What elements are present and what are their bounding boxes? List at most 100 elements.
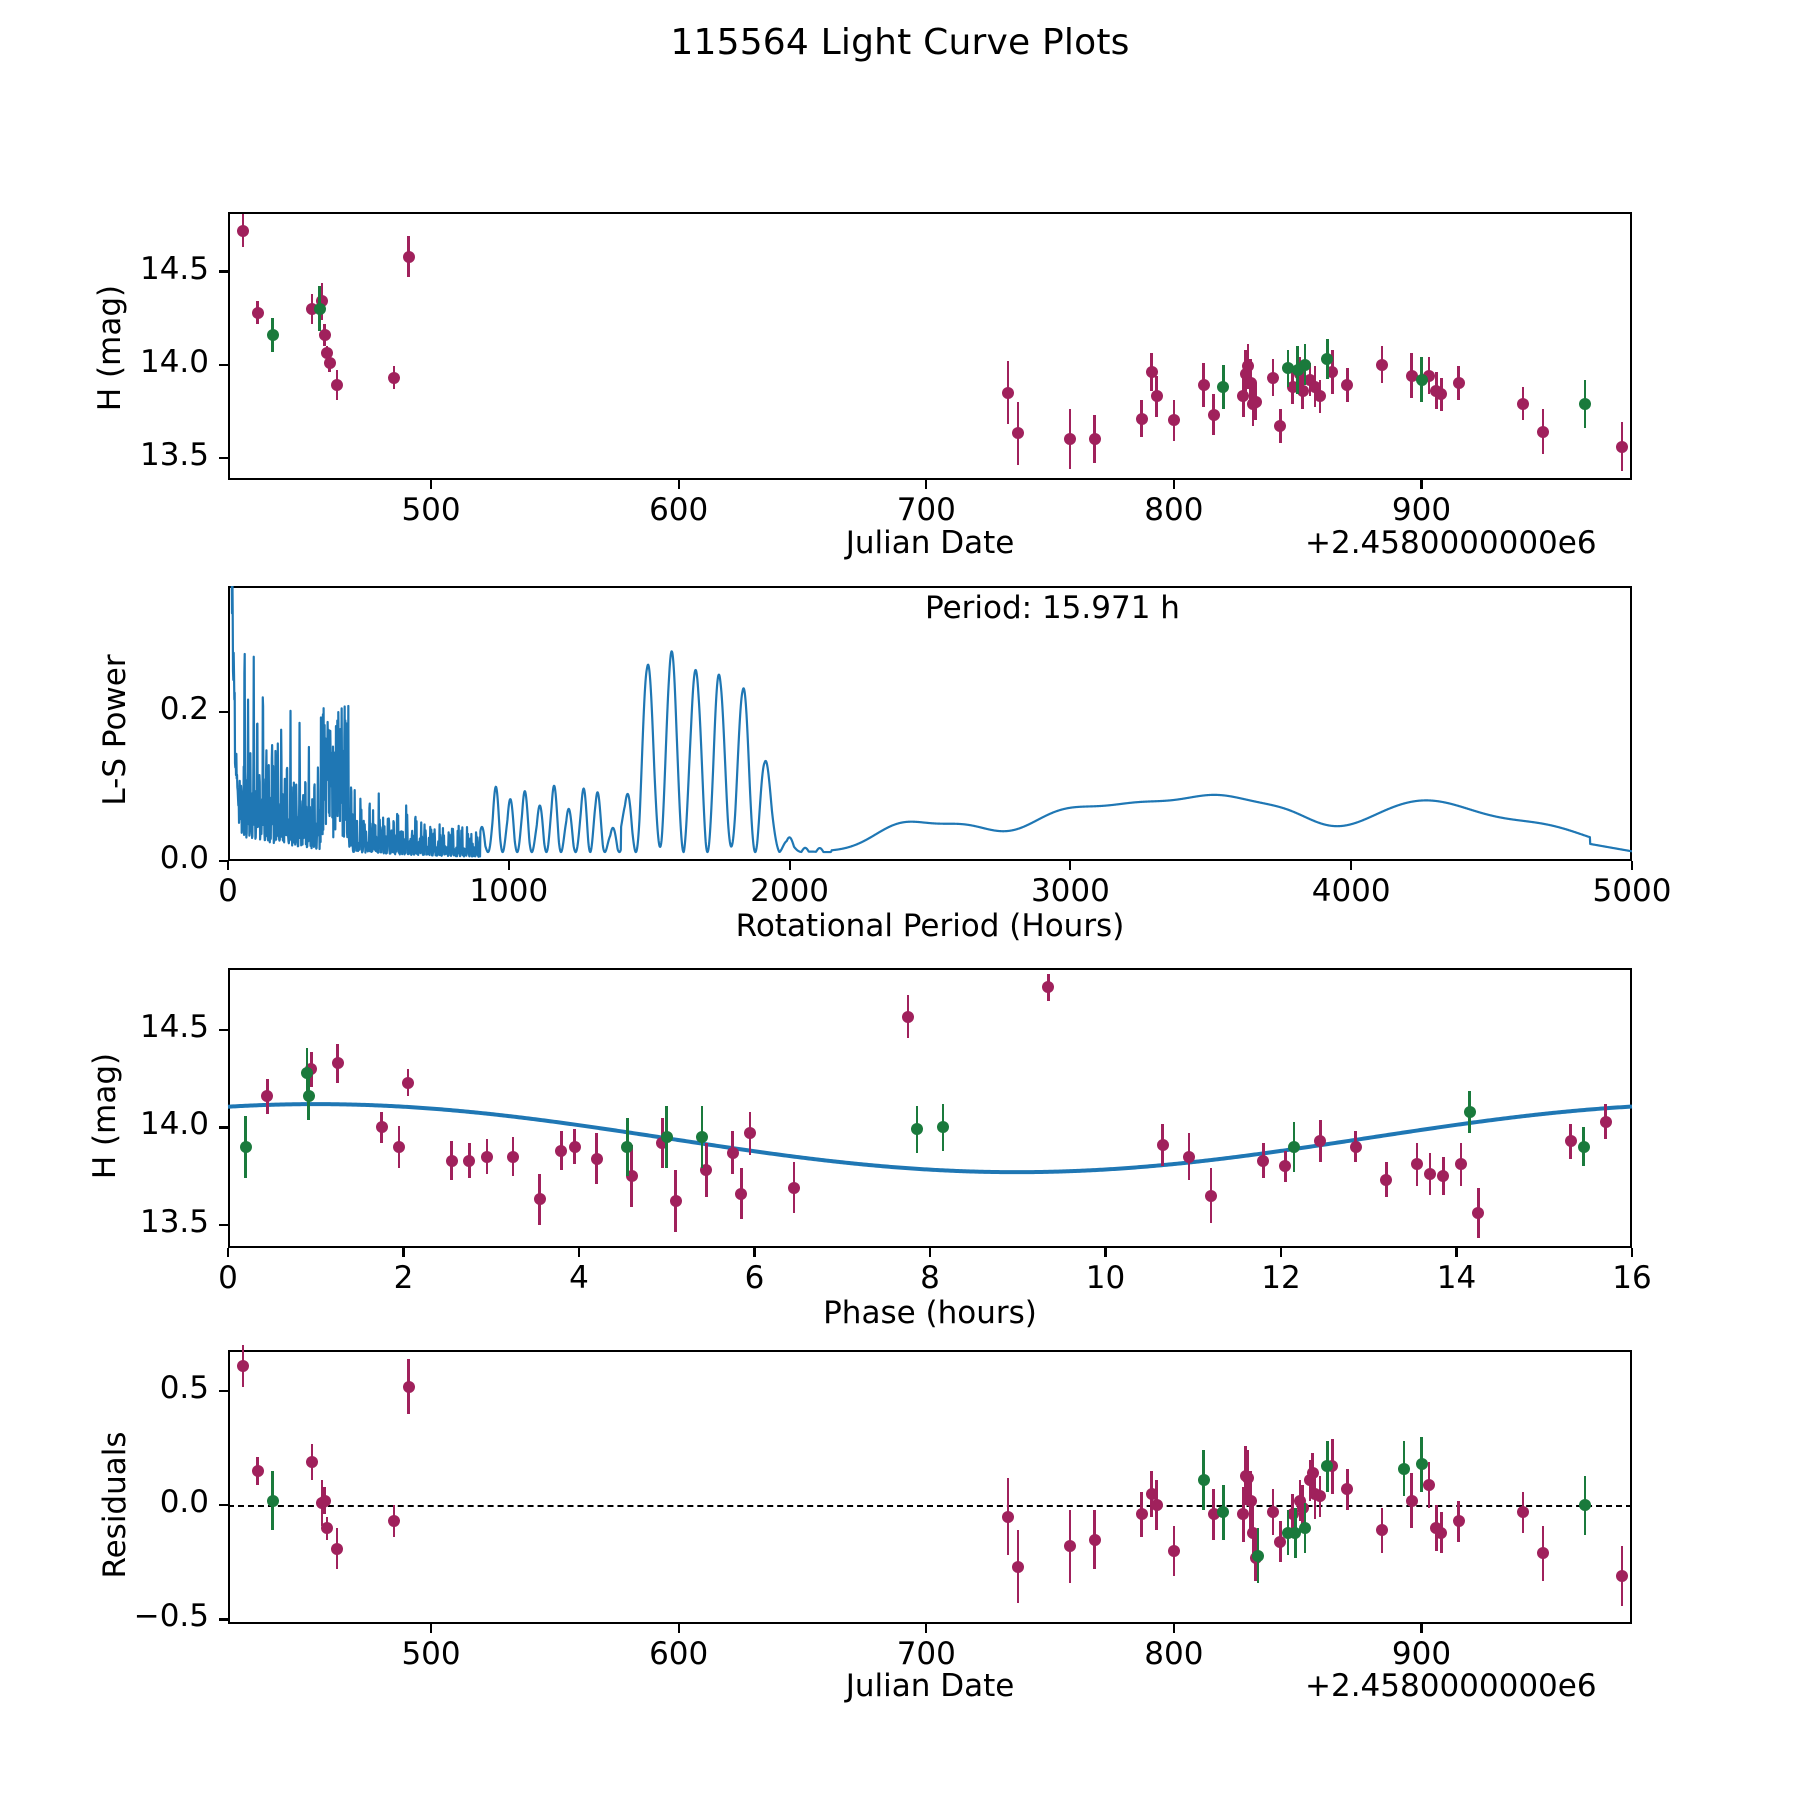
- x-tick-mark: [1420, 480, 1423, 489]
- y-tick-label: 0.0: [159, 1484, 209, 1521]
- y-tick-mark: [219, 1223, 228, 1226]
- data-point: [902, 1010, 915, 1023]
- data-point: [1309, 380, 1322, 393]
- figure-title: 115564 Light Curve Plots: [670, 22, 1130, 63]
- y-tick-label: 14.5: [139, 1009, 209, 1046]
- periodogram-xlabel: Rotational Period (Hours): [735, 908, 1125, 944]
- data-point: [1299, 358, 1312, 371]
- data-point: [1536, 1547, 1549, 1560]
- period-annotation: Period: 15.971 h: [925, 590, 1180, 626]
- data-point: [1197, 1474, 1210, 1487]
- data-point: [239, 1140, 252, 1153]
- x-tick-label: 1000: [469, 873, 549, 909]
- data-point: [1435, 1526, 1448, 1539]
- x-tick-mark: [1172, 1624, 1175, 1633]
- x-tick-label: 6: [744, 1260, 765, 1296]
- data-point: [1435, 388, 1448, 401]
- lightcurve-axes-frame: [228, 212, 1632, 480]
- y-tick-mark: [219, 1618, 228, 1621]
- data-point: [236, 1359, 249, 1372]
- data-point: [1167, 414, 1180, 427]
- data-point: [1321, 353, 1334, 366]
- data-point: [1145, 366, 1158, 379]
- x-tick-label: 500: [401, 492, 461, 528]
- data-point: [1415, 1458, 1428, 1471]
- y-tick-mark: [219, 1504, 228, 1507]
- x-tick-mark: [429, 1624, 433, 1633]
- x-tick-mark: [226, 1248, 230, 1257]
- data-point: [330, 379, 343, 392]
- residuals-x-offset: +2.4580000000e6: [1305, 1668, 1597, 1704]
- data-point: [402, 1380, 415, 1393]
- data-point: [1274, 1535, 1287, 1548]
- data-point: [787, 1181, 800, 1194]
- data-point: [251, 1465, 264, 1478]
- data-point: [1454, 1158, 1467, 1171]
- x-tick-label: 12: [1261, 1260, 1301, 1296]
- data-point: [568, 1140, 581, 1153]
- x-tick-mark: [928, 1248, 932, 1257]
- data-point: [1306, 1467, 1319, 1480]
- data-point: [1424, 1168, 1437, 1181]
- data-point: [669, 1195, 682, 1208]
- x-tick-label: 4: [569, 1260, 589, 1296]
- data-point: [321, 1522, 334, 1535]
- data-point: [480, 1150, 493, 1163]
- data-point: [1577, 1140, 1590, 1153]
- data-point: [1237, 1508, 1250, 1521]
- x-tick-mark: [429, 480, 433, 489]
- data-point: [1249, 395, 1262, 408]
- data-point: [1463, 1105, 1476, 1118]
- x-tick-label: 800: [1144, 1636, 1204, 1672]
- x-tick-mark: [677, 480, 680, 489]
- x-tick-mark: [507, 861, 510, 870]
- data-point: [660, 1131, 673, 1144]
- data-point: [726, 1146, 739, 1159]
- data-point: [1063, 433, 1076, 446]
- data-point: [1299, 1522, 1312, 1535]
- data-point: [463, 1154, 476, 1167]
- data-point: [1088, 1533, 1101, 1546]
- data-point: [266, 1494, 279, 1507]
- x-tick-label: 900: [1391, 1636, 1452, 1672]
- x-tick-label: 2000: [750, 873, 830, 909]
- x-tick-mark: [577, 1248, 581, 1257]
- data-point: [1517, 397, 1530, 410]
- x-tick-mark: [677, 1624, 680, 1633]
- data-point: [1217, 380, 1230, 393]
- y-tick-label: 0.2: [159, 691, 209, 728]
- data-point: [1257, 1154, 1270, 1167]
- data-point: [1599, 1115, 1612, 1128]
- data-point: [1405, 369, 1418, 382]
- y-tick-mark: [219, 1029, 228, 1032]
- x-tick-label: 0: [218, 873, 238, 909]
- data-point: [910, 1123, 923, 1136]
- phase-plot-area: [228, 968, 1632, 1248]
- data-point: [1326, 366, 1339, 379]
- data-point: [1286, 380, 1299, 393]
- data-point: [1578, 1499, 1591, 1512]
- data-point: [1135, 412, 1148, 425]
- data-point: [1415, 373, 1428, 386]
- x-tick-label: 3000: [1030, 873, 1110, 909]
- data-point: [318, 328, 331, 341]
- data-point: [555, 1144, 568, 1157]
- data-point: [1002, 386, 1014, 399]
- data-point: [1274, 420, 1287, 433]
- data-point: [1314, 1490, 1326, 1503]
- data-point: [1314, 390, 1326, 403]
- y-tick-label: 14.5: [139, 250, 209, 287]
- x-tick-mark: [753, 1248, 756, 1257]
- data-point: [1135, 1508, 1148, 1521]
- x-tick-label: 10: [1085, 1260, 1126, 1296]
- data-point: [1405, 1494, 1418, 1507]
- data-point: [1452, 1515, 1465, 1528]
- data-point: [1349, 1140, 1362, 1153]
- data-point: [402, 250, 415, 263]
- x-tick-mark: [1069, 861, 1072, 870]
- data-point: [1375, 358, 1388, 371]
- data-point: [1002, 1510, 1014, 1523]
- data-point: [1279, 1160, 1292, 1173]
- data-point: [261, 1090, 274, 1103]
